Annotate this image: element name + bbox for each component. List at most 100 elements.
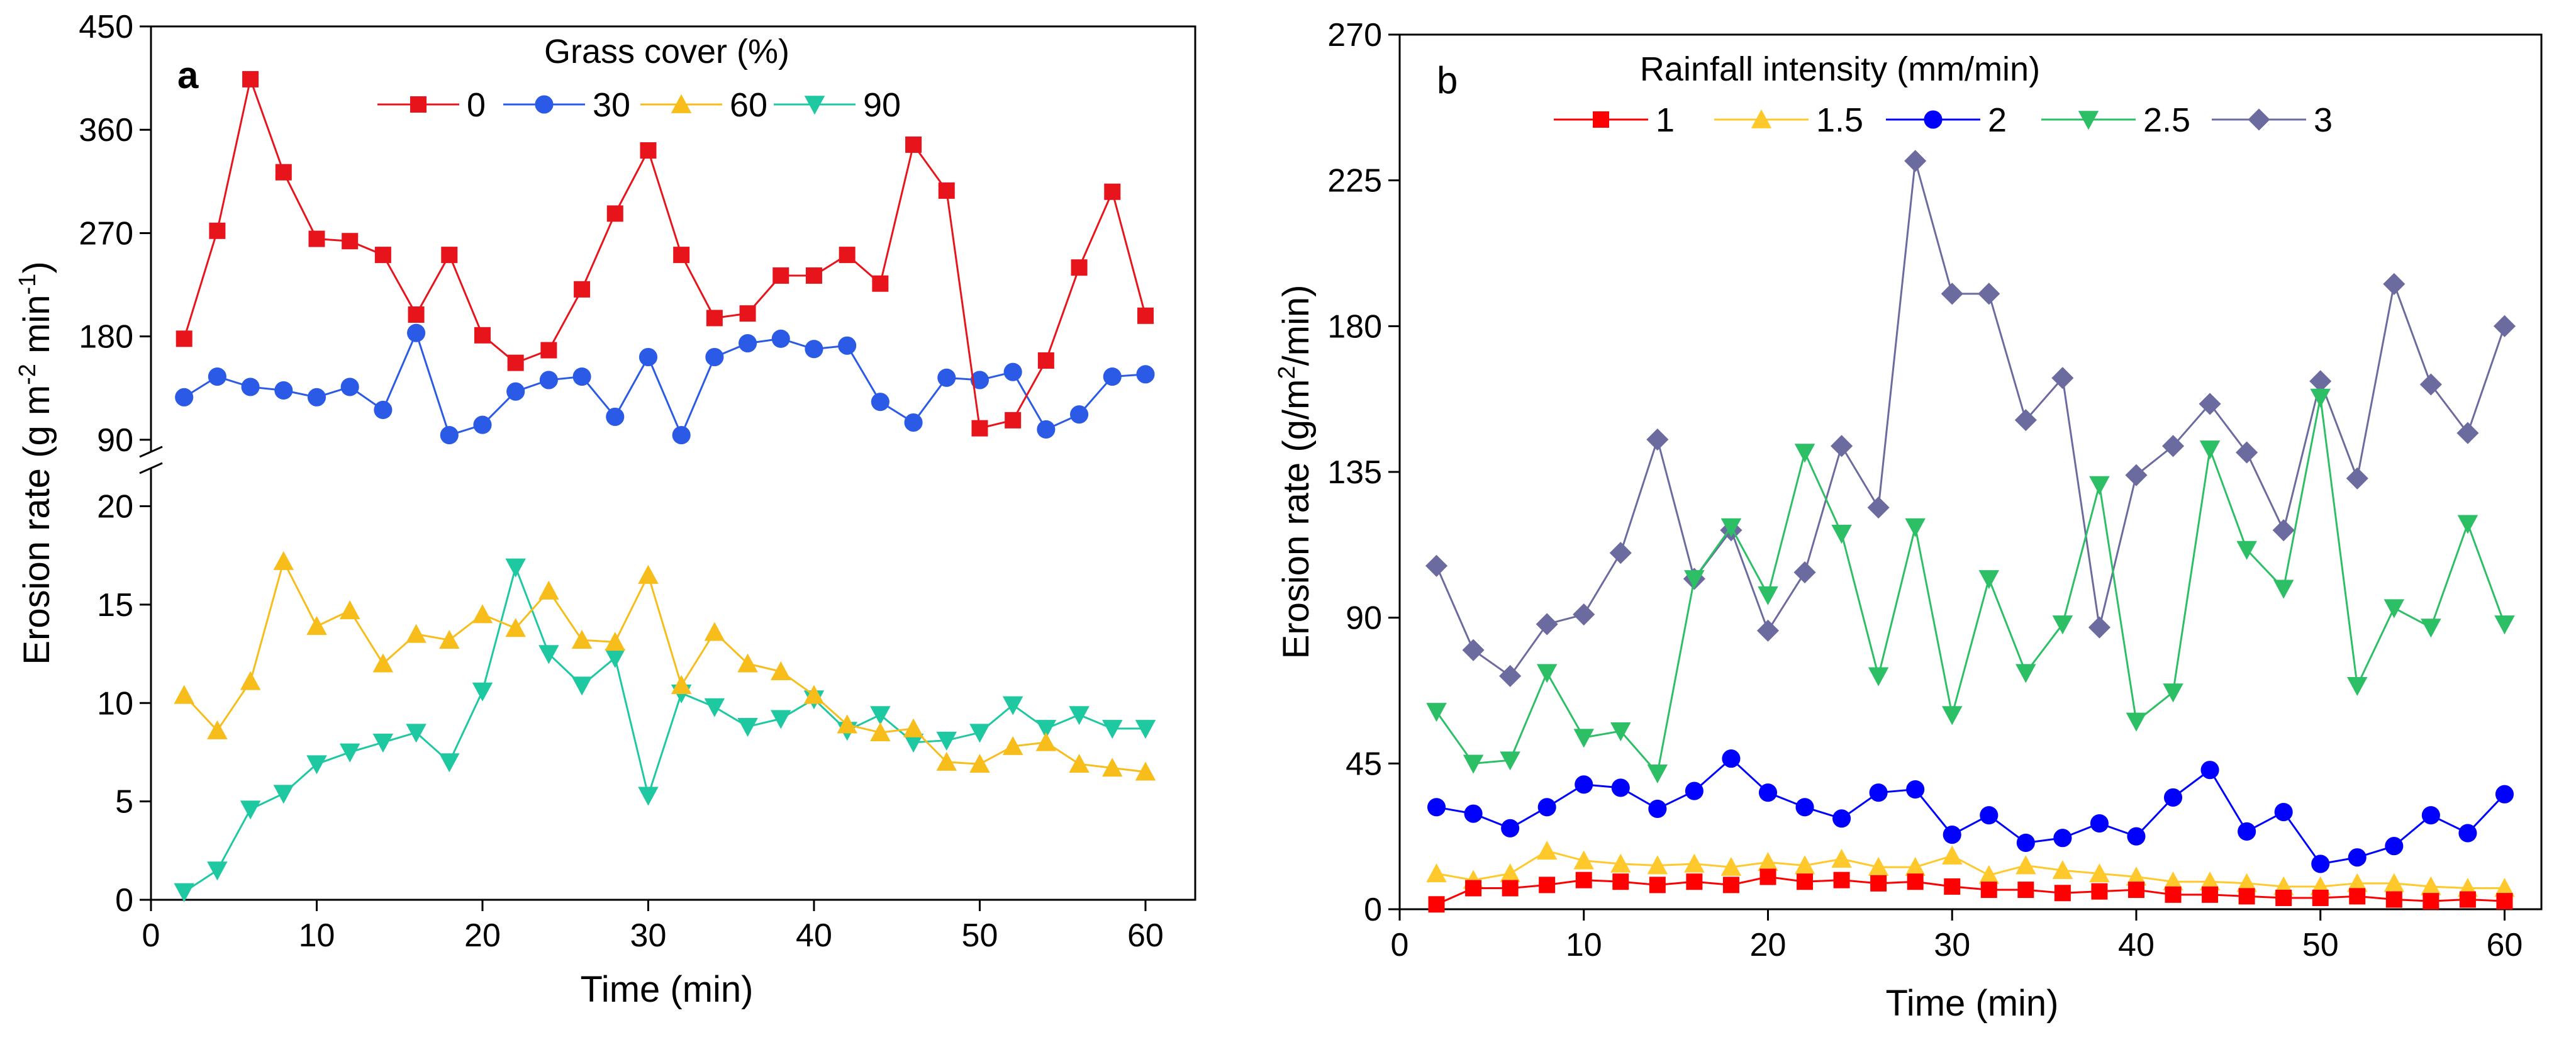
panel-a-point-series-60 [339, 600, 360, 620]
panel-b-y-title-sup: 2 [1274, 366, 1300, 379]
panel-b-point-series-2 [1943, 826, 1961, 844]
panel-b-plot-frame [1398, 33, 2543, 910]
panel-b-point-series-2 [1722, 749, 1741, 768]
panel-a-point-series-0 [242, 70, 259, 87]
panel-a-point-series-90 [870, 706, 891, 725]
panel-b-point-series-1 [2385, 891, 2402, 908]
panel-b-point-series-1 [2091, 883, 2108, 900]
panel-a-point-series-0 [507, 354, 524, 371]
panel-b-point-series-3 [1646, 428, 1669, 451]
panel-a-point-series-30 [539, 371, 558, 389]
panel-a-point-series-60 [1069, 753, 1090, 773]
panel-b-point-series-1 [2349, 888, 2366, 905]
panel-b-point-series-2.5 [1426, 703, 1447, 722]
panel-a-y-title-main: Erosion rate (g m [16, 385, 57, 665]
panel-b-y-tick-label: 225 [1327, 163, 1382, 199]
panel-b-marks: 0 10 20 30 40 50 60 0 45 90 135 180 225 270 [1327, 17, 2523, 963]
panel-b-point-series-3 [1609, 542, 1632, 564]
panel-a-point-series-90 [771, 710, 791, 729]
panel-a-y-tick-label: 90 [97, 422, 133, 459]
panel-a-point-series-90 [1035, 720, 1057, 739]
panel-a-x-tick-label: 0 [142, 917, 160, 954]
panel-b-point-series-1 [1428, 896, 1445, 913]
panel-a-y-tick-label: 5 [115, 784, 133, 821]
panel-a-point-series-90 [240, 800, 261, 820]
panel-a-point-series-90 [1135, 720, 1156, 739]
panel-b-point-series-3 [1941, 283, 1963, 305]
panel-b-erosion-by-rainfall-intensity: 0 10 20 30 40 50 60 0 45 90 135 180 225 270 b Rainfal… [1274, 17, 2543, 1024]
panel-b-point-series-1 [2459, 891, 2476, 908]
panel-b-x-axis-title: Time (min) [1886, 983, 2059, 1024]
panel-b-point-series-2 [2238, 822, 2256, 841]
panel-b-point-series-3 [2419, 373, 2442, 396]
panel-a-point-series-0 [1071, 259, 1088, 276]
panel-a-y-tick-label: 270 [79, 215, 133, 252]
panel-b-point-series-2 [2053, 829, 2072, 848]
panel-a-point-series-90 [406, 724, 427, 743]
panel-a-y-tick-label: 180 [79, 319, 133, 356]
panel-b-point-series-3 [2051, 367, 2074, 389]
panel-b-point-series-1 [2127, 882, 2144, 899]
panel-a-point-series-0 [640, 142, 657, 159]
panel-a-point-series-30 [970, 371, 990, 389]
panel-b-point-series-1 [1612, 873, 1629, 890]
panel-b-point-series-1.5 [1794, 855, 1815, 875]
panel-b-point-series-2.5 [2457, 515, 2478, 534]
panel-a-point-series-90 [538, 645, 559, 664]
panel-b-point-series-2.5 [1684, 570, 1705, 590]
panel-b-point-series-2.5 [1463, 754, 1484, 774]
panel-a-point-series-30 [805, 340, 823, 359]
panel-b-point-series-3 [2383, 272, 2406, 295]
panel-a-series-line-30 [183, 330, 1146, 438]
panel-a-point-series-60 [240, 671, 261, 690]
panel-a-point-series-60 [771, 661, 791, 681]
panel-a-point-series-0 [805, 267, 822, 284]
panel-a-point-series-60 [1035, 732, 1057, 751]
panel-b-point-series-2.5 [2199, 440, 2221, 460]
panel-b-point-series-1.5 [2236, 873, 2257, 892]
panel-b-y-tick-label: 180 [1327, 308, 1382, 345]
panel-b-point-series-2 [1685, 782, 1703, 800]
panel-b-x-tick-label: 10 [1566, 927, 1602, 963]
panel-b-point-series-3 [2014, 409, 2037, 432]
panel-a-series-line-0 [183, 76, 1147, 430]
panel-a-point-series-0 [374, 247, 391, 264]
panel-b-point-series-2 [2348, 848, 2367, 867]
panel-b-point-series-1 [2423, 893, 2439, 910]
panel-a-point-series-30 [904, 413, 923, 432]
panel-b-point-series-2.5 [1868, 667, 1889, 686]
panel-a-letter: a [177, 54, 199, 96]
panel-b-series-line-1 [1436, 875, 2505, 905]
panel-a-point-series-60 [406, 624, 427, 643]
panel-b-point-series-1 [1833, 871, 1850, 888]
panel-b-point-series-3 [2309, 370, 2332, 393]
panel-b-point-series-3 [2272, 519, 2295, 542]
panel-a-x-tick-label: 40 [796, 917, 832, 954]
panel-b-point-series-1 [2202, 886, 2219, 903]
panel-a-point-series-60 [870, 722, 891, 741]
panel-a-point-series-90 [605, 649, 626, 668]
panel-b-y-tick-label: 270 [1327, 17, 1382, 53]
panel-a-legend-marker-30 [535, 95, 554, 114]
panel-b-point-series-2.5 [2421, 619, 2441, 638]
panel-a-legend-label: 0 [467, 86, 486, 124]
panel-a-point-series-90 [174, 883, 194, 902]
panel-b-point-series-1.5 [2421, 876, 2441, 895]
panel-b-point-series-2.5 [1500, 751, 1520, 771]
panel-a-x-tick-label: 50 [962, 917, 998, 954]
panel-a-point-series-30 [208, 367, 226, 386]
panel-a-point-series-0 [872, 275, 889, 292]
panel-b-x-tick-label: 60 [2487, 927, 2523, 963]
panel-b-point-series-2 [2163, 788, 2183, 807]
panel-a-point-series-60 [803, 685, 825, 704]
panel-a-point-series-30 [572, 367, 591, 386]
panel-a-y-title-sup2: -1 [14, 274, 41, 295]
panel-a-point-series-0 [441, 247, 458, 264]
panel-a-point-series-60 [903, 718, 924, 737]
panel-a-axis-break-mark [139, 445, 163, 458]
panel-b-point-series-1 [1465, 880, 1482, 897]
panel-a-point-series-30 [739, 334, 757, 353]
panel-a-point-series-60 [439, 629, 460, 649]
panel-b-point-series-1.5 [2089, 863, 2110, 883]
panel-b-point-series-2.5 [2052, 615, 2073, 635]
